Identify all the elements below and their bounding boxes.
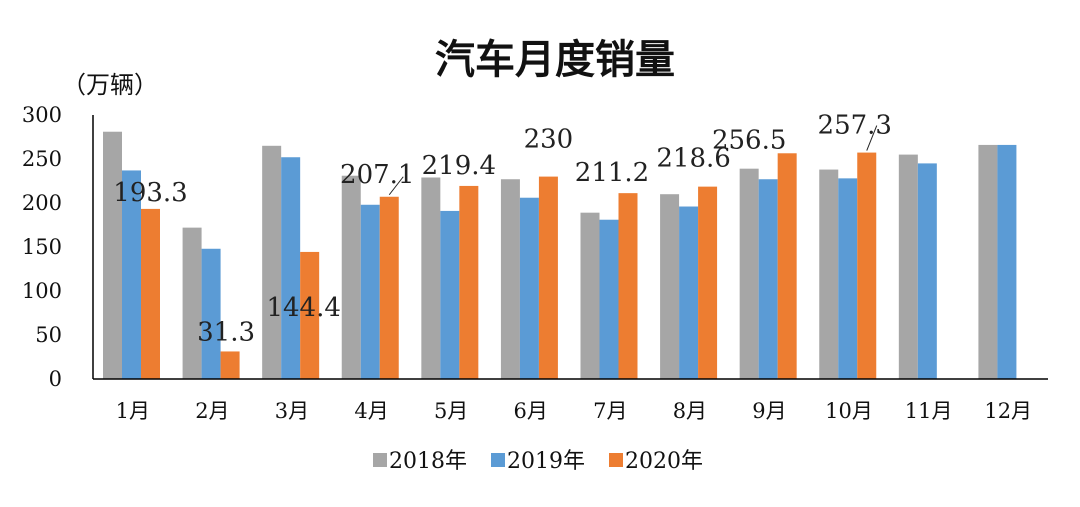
bar-6-series-1	[500, 179, 520, 379]
data-label: 219.4	[422, 151, 496, 181]
bar-11-series-1	[898, 154, 918, 379]
bar-2-series-1	[182, 227, 202, 379]
bar-4-series-3	[379, 196, 399, 379]
x-tick-label: 3月	[275, 399, 309, 423]
bar-4-series-1	[341, 175, 361, 379]
bar-9-series-2	[758, 179, 778, 379]
bar-7-series-1	[580, 212, 600, 379]
x-tick-label: 7月	[593, 399, 627, 423]
x-tick-label: 9月	[752, 399, 786, 423]
bar-6-series-3	[538, 176, 558, 379]
bar-8-series-2	[679, 206, 699, 379]
data-label: 211.2	[575, 158, 649, 188]
y-axis: 0 50 100 150 200 250 300	[22, 103, 94, 391]
bar-1-series-1	[103, 131, 122, 379]
bar-12-series-2	[997, 144, 1017, 379]
data-label: 218.6	[656, 144, 730, 174]
legend-label: 2020年	[625, 449, 703, 474]
bar-1-series-2	[122, 170, 141, 379]
data-label: 256.5	[712, 125, 786, 155]
data-label: 193.3	[113, 178, 187, 208]
bar-10-series-1	[819, 169, 839, 379]
data-label: 207.1	[340, 160, 414, 190]
bar-8-series-1	[660, 194, 680, 379]
bar-6-series-2	[519, 197, 539, 379]
data-label: 31.3	[197, 317, 255, 347]
y-tick-label: 250	[22, 147, 62, 171]
data-label-leader	[866, 125, 878, 151]
data-label: 257.3	[818, 111, 892, 141]
bar-9-series-1	[739, 168, 759, 379]
bar-9-series-3	[777, 153, 797, 379]
bar-2-series-2	[201, 248, 221, 379]
bar-12-series-1	[978, 144, 998, 379]
x-tick-label: 12月	[984, 399, 1032, 423]
data-label-leader	[388, 176, 404, 196]
legend-swatch	[491, 453, 505, 467]
bar-5-series-3	[459, 185, 479, 379]
x-tick-label: 5月	[434, 399, 468, 423]
bar-5-series-2	[440, 210, 460, 379]
x-tick-label: 2月	[195, 399, 229, 423]
y-tick-label: 50	[35, 323, 62, 347]
legend-swatch	[373, 453, 387, 467]
bar-7-series-2	[599, 219, 619, 379]
plot-area	[103, 131, 1017, 379]
x-tick-label: 1月	[116, 399, 150, 423]
y-tick-label: 0	[49, 367, 62, 391]
y-axis-unit-label: （万辆）	[62, 71, 158, 99]
bar-2-series-3	[220, 351, 240, 379]
bar-7-series-3	[618, 193, 638, 379]
x-tick-label: 4月	[354, 399, 388, 423]
bar-1-series-3	[141, 208, 160, 379]
y-tick-label: 200	[22, 191, 62, 215]
bar-10-series-2	[838, 178, 858, 379]
bar-8-series-3	[698, 186, 718, 379]
x-tick-label: 8月	[673, 399, 707, 423]
bar-3-series-3	[300, 251, 320, 379]
bar-4-series-2	[360, 204, 380, 379]
bar-5-series-1	[421, 177, 441, 379]
data-label: 144.4	[266, 293, 340, 323]
legend-label: 2018年	[389, 449, 467, 474]
bar-10-series-3	[857, 152, 877, 379]
bar-3-series-2	[281, 157, 301, 379]
x-axis: 1月 2月 3月 4月 5月 6月 7月 8月 9月 10月 11月 12月	[93, 378, 1048, 423]
legend-swatch	[609, 453, 623, 467]
chart-title: 汽车月度销量	[435, 37, 675, 83]
x-tick-label: 6月	[514, 399, 548, 423]
bar-11-series-2	[917, 163, 937, 379]
legend: 2018年 2019年 2020年	[373, 449, 703, 474]
y-tick-label: 300	[22, 103, 62, 127]
x-tick-label: 11月	[905, 399, 953, 423]
y-tick-label: 150	[22, 235, 62, 259]
legend-label: 2019年	[507, 449, 585, 474]
x-tick-label: 10月	[825, 399, 873, 423]
bar-3-series-1	[262, 145, 282, 379]
data-label: 230	[524, 125, 574, 155]
y-tick-label: 100	[22, 279, 62, 303]
